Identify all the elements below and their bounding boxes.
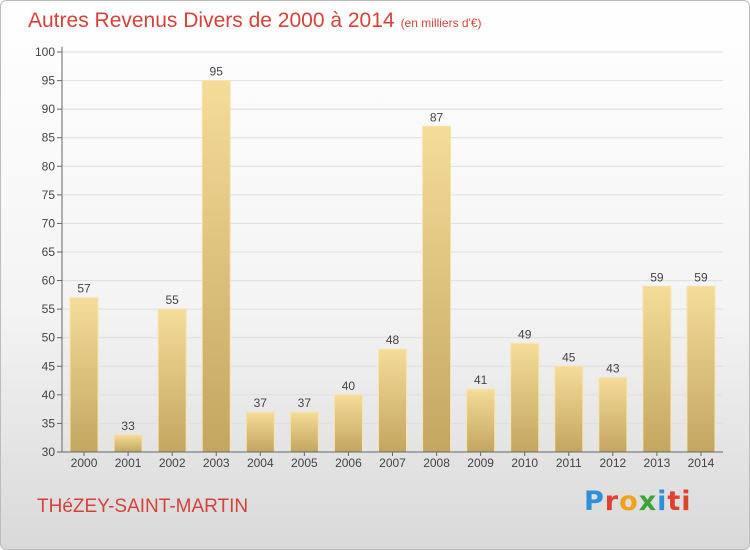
x-tick-label: 2008: [423, 456, 450, 470]
bar: [157, 308, 187, 453]
place-name: THéZEY-SAINT-MARTIN: [37, 496, 249, 517]
y-tick-label: 55: [42, 302, 56, 316]
bar-value-label: 59: [694, 270, 708, 284]
bar-value-label: 45: [562, 350, 576, 364]
proxiti-logo: Proxiti: [584, 486, 692, 517]
bar-value-label: 33: [121, 419, 135, 433]
logo-letter: r: [604, 486, 620, 517]
bar-value-label: 43: [606, 362, 620, 376]
x-tick-label: 2000: [71, 456, 98, 470]
chart-title: Autres Revenus Divers de 2000 à 2014 (en …: [28, 9, 482, 33]
bar-value-label: 37: [298, 396, 312, 410]
bar: [245, 411, 275, 453]
x-tick-label: 2010: [511, 456, 538, 470]
bar: [598, 377, 628, 453]
bar: [333, 394, 363, 453]
logo-letter: ti: [667, 486, 692, 517]
bar: [686, 285, 716, 453]
x-tick-label: 2002: [159, 456, 186, 470]
logo-letter: x: [638, 486, 658, 517]
bar: [642, 285, 672, 453]
bar-value-label: 55: [165, 293, 179, 307]
y-tick-label: 40: [42, 388, 56, 402]
logo-letter: o: [619, 486, 639, 517]
bar-value-label: 41: [474, 373, 488, 387]
x-tick-label: 2004: [247, 456, 274, 470]
bar: [466, 388, 496, 453]
bar-value-label: 59: [650, 270, 664, 284]
bar-value-label: 57: [77, 282, 91, 296]
bar-value-label: 87: [430, 110, 444, 124]
bar: [201, 80, 231, 453]
bar: [113, 434, 143, 453]
y-tick-label: 70: [42, 216, 56, 230]
bar: [554, 365, 584, 453]
bar-value-label: 37: [254, 396, 268, 410]
x-tick-label: 2011: [556, 456, 582, 470]
y-tick-label: 75: [42, 188, 56, 202]
y-tick-label: 65: [42, 245, 56, 259]
logo-letter: P: [584, 486, 605, 517]
y-tick-label: 30: [42, 445, 56, 459]
y-tick-label: 80: [42, 159, 56, 173]
logo-letter: i: [657, 486, 668, 517]
bar-value-label: 48: [386, 333, 400, 347]
y-tick-label: 45: [42, 359, 56, 373]
bar: [69, 297, 99, 453]
x-tick-label: 2009: [467, 456, 494, 470]
bar: [378, 348, 407, 453]
bar: [422, 125, 452, 453]
x-tick-label: 2006: [335, 456, 362, 470]
chart-subtitle: (en milliers d'€): [400, 16, 482, 30]
bar: [289, 411, 319, 453]
bar-value-label: 49: [518, 327, 532, 341]
y-tick-label: 85: [42, 131, 56, 145]
x-tick-label: 2005: [291, 456, 318, 470]
x-tick-label: 2003: [203, 456, 230, 470]
x-tick-label: 2013: [644, 456, 671, 470]
y-tick-label: 95: [42, 74, 56, 88]
y-tick-label: 100: [35, 45, 55, 59]
y-tick-label: 35: [42, 416, 56, 430]
bar: [510, 342, 540, 453]
bar-value-label: 95: [210, 65, 224, 79]
y-tick-label: 90: [42, 102, 56, 116]
x-tick-label: 2014: [688, 456, 715, 470]
x-tick-label: 2001: [115, 456, 142, 470]
x-tick-label: 2007: [379, 456, 406, 470]
y-tick-label: 50: [42, 331, 56, 345]
y-tick-label: 60: [42, 274, 56, 288]
chart-title-text: Autres Revenus Divers de 2000 à 2014: [28, 9, 395, 32]
x-tick-label: 2012: [599, 456, 626, 470]
bar-value-label: 40: [342, 379, 356, 393]
